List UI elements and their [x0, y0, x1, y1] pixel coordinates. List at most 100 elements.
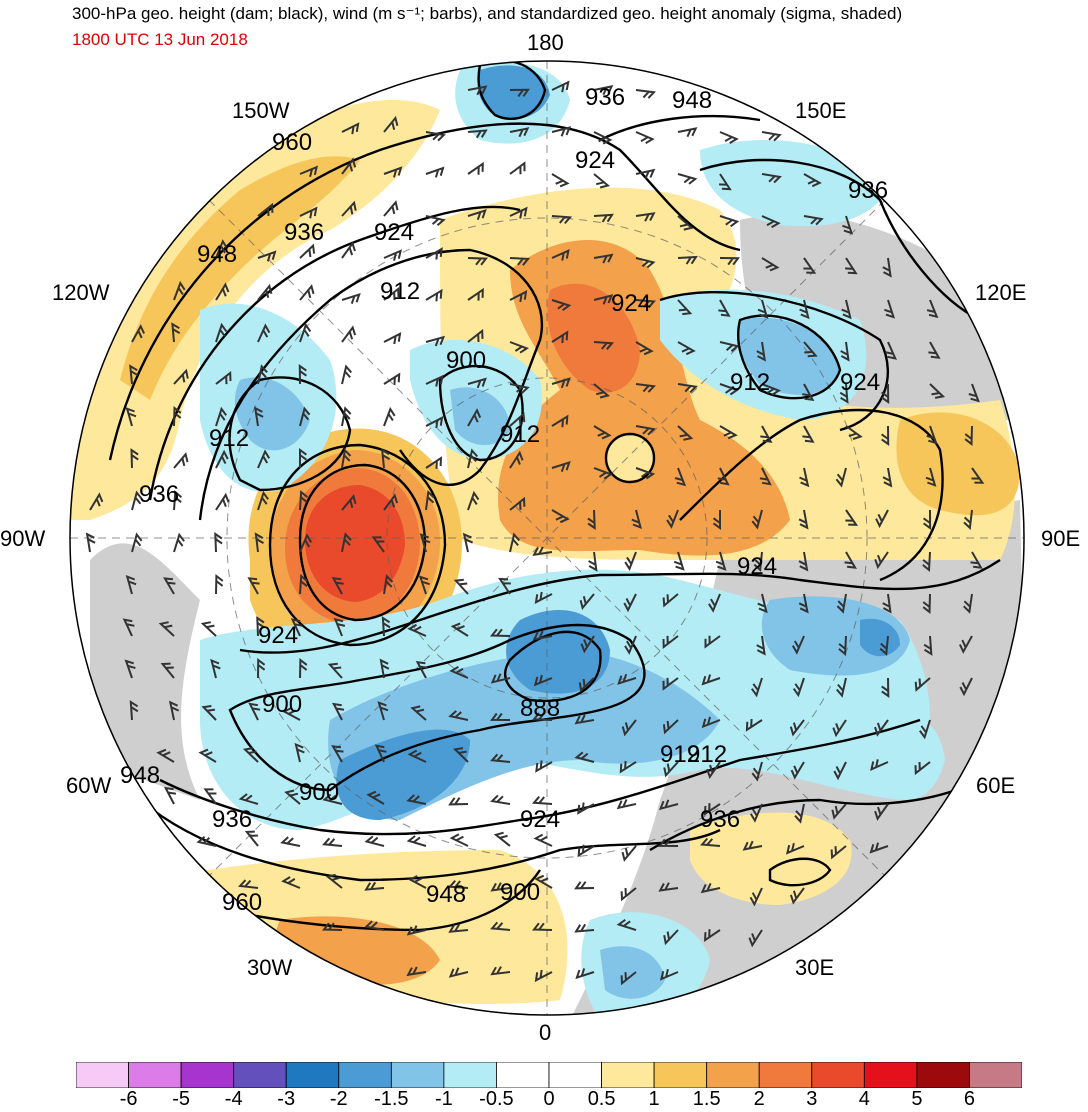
wind-barb [593, 383, 610, 399]
wind-barb [662, 635, 679, 649]
wind-barb [131, 532, 143, 553]
wind-barb [703, 803, 721, 816]
wind-barb [371, 536, 385, 553]
wind-barb [406, 835, 427, 847]
wind-barb [331, 745, 344, 763]
wind-barb [799, 299, 810, 320]
wind-barb [410, 705, 427, 721]
wind-barb [425, 374, 444, 387]
wind-barb [700, 882, 721, 894]
positive-anomaly-region [70, 100, 440, 520]
wind-barb [215, 282, 230, 301]
colorbar-tick-label: -1.5 [374, 1088, 409, 1110]
wind-barb [406, 966, 427, 977]
wind-barb [593, 85, 614, 96]
contour-line [108, 122, 741, 461]
contour-label: 936 [139, 481, 179, 508]
wind-barb [425, 288, 443, 302]
wind-barb [715, 551, 727, 571]
wind-barb [533, 833, 553, 847]
wind-barb [383, 332, 402, 345]
wind-barb [748, 929, 763, 948]
wind-barb [802, 425, 815, 443]
wind-barb [963, 509, 973, 530]
wind-barb [551, 126, 572, 137]
wind-barb [173, 489, 183, 511]
wind-barb [509, 496, 526, 511]
wind-barb [918, 719, 931, 740]
wind-barb [881, 425, 890, 446]
wind-barb [840, 341, 850, 362]
wind-barb [85, 532, 96, 553]
wind-barb [659, 968, 679, 981]
contour-label: 924 [611, 290, 651, 317]
wind-barb [531, 796, 553, 805]
wind-barb [490, 921, 511, 931]
contour-line [504, 630, 602, 703]
contour-label: 960 [222, 889, 262, 916]
wind-barb [89, 492, 104, 511]
lon-label-30e: 30E [795, 955, 835, 980]
contour-label: 936 [585, 84, 625, 111]
contour-line [679, 408, 944, 582]
wind-barb [490, 882, 511, 892]
wind-barb [509, 127, 530, 138]
wind-barb [467, 490, 480, 511]
wind-barb [299, 322, 312, 343]
wind-barb [257, 449, 271, 469]
wind-barb [407, 623, 427, 637]
positive-anomaly-region [305, 485, 405, 602]
wind-barb [364, 881, 385, 891]
wind-barb [489, 628, 511, 637]
wind-barb [163, 577, 176, 595]
wind-barb [719, 341, 740, 353]
wind-barb [799, 467, 810, 488]
wind-barb [257, 202, 274, 217]
wind-barb [215, 574, 224, 595]
wind-barb [593, 173, 611, 189]
negative-anomaly-region [761, 596, 910, 676]
colorbar-tick-label: -5 [172, 1088, 190, 1110]
wind-barb [719, 383, 740, 396]
wind-barb [803, 215, 824, 226]
wind-barb [381, 448, 391, 469]
wind-barb [238, 793, 259, 805]
wind-barb [171, 322, 181, 343]
wind-barb [341, 325, 357, 343]
wind-barb [844, 551, 857, 569]
wind-barb [210, 658, 221, 679]
wind-barb [449, 833, 469, 847]
colorbar-swatch [390, 1062, 445, 1088]
wind-barb [509, 257, 531, 266]
wind-barb [452, 747, 469, 763]
wind-barb [662, 677, 679, 691]
wind-barb [759, 467, 772, 486]
wind-barb [425, 335, 446, 347]
wind-barb [467, 287, 484, 301]
wind-barb [574, 881, 595, 890]
wind-barb [406, 925, 427, 936]
wind-barb [789, 887, 805, 905]
contour-line [228, 376, 352, 492]
contour-label: 960 [272, 129, 312, 156]
negative-anomaly-region [860, 618, 900, 657]
wind-barb [322, 793, 343, 805]
wind-barb [874, 803, 889, 821]
wind-barb [383, 166, 403, 178]
wind-barb [761, 215, 781, 229]
wind-barb [658, 799, 679, 811]
wind-barb [588, 551, 598, 572]
wind-barb [196, 835, 217, 847]
wind-barb [341, 200, 357, 217]
wind-barb [257, 250, 277, 262]
wind-barb [635, 425, 656, 436]
wind-barb [803, 173, 822, 188]
contour-label: 924 [258, 622, 298, 649]
wind-barb [448, 797, 469, 806]
wind-barb [704, 929, 721, 943]
contour-line [659, 290, 890, 432]
wind-barb [467, 209, 487, 221]
contour-line [438, 364, 524, 462]
wind-barb [449, 665, 469, 679]
